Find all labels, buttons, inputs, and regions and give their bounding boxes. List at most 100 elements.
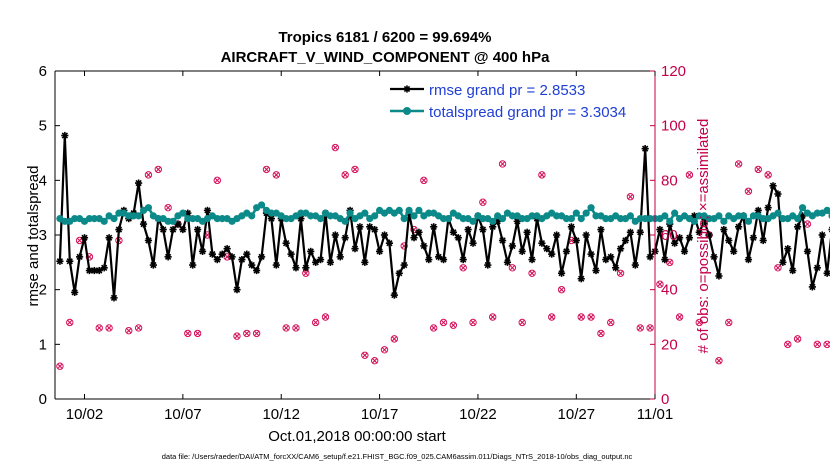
rmse-point-stroke (337, 253, 344, 261)
rmse-point (208, 250, 216, 258)
obs-assimilated-point (106, 325, 112, 331)
obs-assimilated-point (539, 172, 545, 178)
rmse-point-stroke (774, 190, 782, 198)
rmse-point-stroke (671, 240, 678, 247)
obs-assimilated-point (558, 287, 565, 293)
spread-point (61, 217, 69, 225)
spread-point (690, 217, 698, 225)
rmse-point-stroke (401, 261, 408, 269)
obs-possible-point (715, 357, 723, 365)
obs-assimilated-point (667, 259, 673, 265)
legend-spread-marker (403, 107, 411, 115)
obs-assimilated-point (499, 161, 506, 167)
rmse-point-stroke (140, 220, 147, 228)
rmse-point (764, 204, 772, 212)
spread-point (715, 212, 723, 220)
obs-possible-point (351, 165, 359, 174)
spread-point (553, 212, 561, 220)
rmse-point-stroke (145, 237, 152, 244)
rmse-point (95, 266, 103, 275)
spread-point (592, 212, 600, 220)
rmse-point (361, 258, 369, 266)
rmse-point-stroke (548, 250, 555, 258)
rmse-point (415, 228, 423, 236)
rmse-point (641, 145, 649, 153)
obs-assimilated-point (627, 194, 633, 200)
y2-tick-label: 60 (661, 227, 678, 244)
obs-possible-point (685, 171, 694, 179)
spread-point (154, 215, 162, 223)
obs-assimilated-point (588, 314, 594, 320)
rmse-point (410, 234, 418, 242)
rmse-point (149, 261, 157, 269)
rmse-point-stroke (302, 264, 309, 271)
spread-point (479, 215, 487, 223)
obs-possible-point (744, 187, 753, 195)
rmse-point-stroke (61, 132, 68, 139)
rmse-point (110, 294, 118, 302)
obs-possible-point (321, 313, 330, 321)
spread-point (410, 212, 418, 220)
rmse-point (371, 225, 379, 234)
rmse-point (326, 258, 335, 266)
rmse-point-stroke (101, 264, 108, 271)
rmse-point (469, 239, 477, 247)
obs-assimilated-point (745, 188, 752, 194)
obs-possible-point (479, 198, 487, 206)
y2-tick-label: 100 (661, 118, 686, 135)
rmse-point (198, 247, 207, 255)
obs-possible-point (292, 324, 300, 332)
rmse-point-stroke (179, 226, 187, 233)
obs-possible-point (370, 357, 379, 365)
obs-assimilated-point (214, 177, 220, 183)
obs-possible-point (784, 340, 792, 349)
obs-assimilated-point (440, 319, 447, 326)
obs-possible-point (734, 160, 743, 168)
spread-point (395, 206, 403, 214)
spread-point (582, 209, 590, 217)
spread-point (405, 206, 413, 214)
obs-assimilated-point (352, 166, 358, 172)
obs-possible-point (243, 329, 251, 338)
rmse-point-stroke (582, 231, 590, 239)
obs-assimilated-point (804, 221, 811, 227)
rmse-point-stroke (273, 261, 280, 269)
rmse-point (459, 256, 467, 264)
legend-rmse-star-stroke (403, 85, 411, 93)
rmse-point-stroke (287, 250, 295, 258)
x-tick-label: 10/27 (558, 406, 596, 423)
rmse-point (582, 231, 590, 239)
rmse-point (553, 231, 561, 239)
rmse-point (484, 261, 492, 269)
rmse-point (292, 264, 300, 272)
rmse-point (656, 225, 664, 234)
obs-possible-point (262, 165, 271, 174)
rmse-point-stroke (592, 267, 600, 274)
rmse-point-stroke (760, 237, 767, 244)
spread-point (798, 204, 807, 212)
rmse-point-stroke (297, 215, 305, 222)
rmse-point-stroke (617, 245, 624, 252)
y2-tick-label: 20 (661, 336, 678, 353)
rmse-point-stroke (223, 245, 231, 252)
obs-assimilated-point (785, 341, 791, 347)
obs-assimilated-point (57, 363, 63, 369)
rmse-point (808, 283, 816, 291)
obs-assimilated-point (598, 330, 604, 336)
obs-assimilated-point (234, 333, 240, 339)
rmse-point-stroke (819, 231, 826, 239)
obs-possible-point (764, 171, 772, 179)
spread-point (326, 212, 335, 220)
y2-tick-label: 0 (661, 391, 669, 408)
rmse-point (661, 256, 669, 264)
rmse-point-stroke (455, 234, 462, 241)
spread-point (469, 217, 477, 225)
y-axis-label: rmse and totalspread (25, 166, 42, 307)
obs-assimilated-point (263, 166, 270, 172)
rmse-point (543, 245, 551, 253)
rmse-point-stroke (71, 289, 78, 296)
rmse-point-stroke (558, 270, 565, 277)
obs-possible-point (725, 318, 733, 327)
y-tick-label: 0 (39, 391, 47, 408)
